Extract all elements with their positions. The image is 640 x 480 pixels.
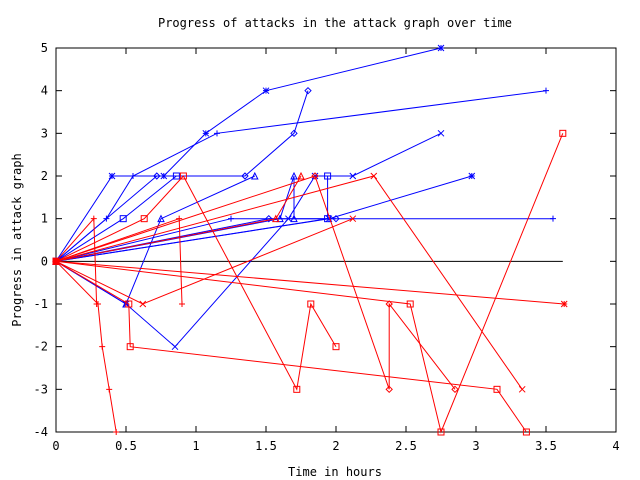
x-tick-label: 3 — [472, 439, 479, 453]
axes: 0 0.5 1 1.5 2 2.5 3 3.5 4 -4 -3 -2 -1 0 1 2 3 4 5 — [34, 41, 620, 453]
point-marker-triangle — [271, 214, 280, 223]
point-marker-diamond — [265, 214, 273, 223]
series-line — [55, 175, 456, 390]
point-marker-plus — [543, 87, 549, 94]
point-marker-diamond — [385, 300, 393, 308]
attack-series-red — [52, 129, 567, 436]
x-tick-label: 2 — [332, 439, 339, 453]
series-line — [55, 175, 302, 262]
point-marker-star — [108, 172, 116, 180]
point-marker-plus — [228, 215, 234, 222]
series-line — [55, 260, 565, 305]
point-marker-star — [560, 300, 568, 308]
point-marker-plus — [130, 173, 136, 179]
point-marker-square — [172, 172, 180, 180]
y-tick-label: 2 — [41, 169, 48, 183]
y-tick-label: 1 — [41, 212, 48, 226]
point-marker-x — [437, 129, 445, 137]
point-marker-square — [293, 385, 301, 393]
point-marker-square — [324, 172, 332, 180]
point-marker-star — [468, 172, 476, 180]
point-marker-plus — [550, 215, 556, 222]
series-line — [55, 260, 527, 433]
point-marker-triangle — [297, 171, 305, 180]
point-marker-diamond — [451, 385, 459, 394]
point-marker-x — [139, 300, 147, 308]
point-marker-diamond — [153, 172, 161, 180]
series-line — [55, 90, 309, 262]
attack-series-red — [52, 257, 530, 436]
y-tick-label: -1 — [34, 297, 48, 311]
point-marker-square — [125, 300, 133, 308]
point-marker-diamond — [304, 86, 312, 95]
y-axis-label: Progress in attack graph — [10, 153, 24, 326]
x-tick-label: 2.5 — [395, 439, 417, 453]
chart-title: Progress of attacks in the attack graph … — [158, 16, 512, 30]
point-marker-square — [126, 343, 134, 351]
x-tick-label: 4 — [612, 439, 619, 453]
point-marker-star — [437, 44, 445, 52]
point-marker-x — [349, 172, 357, 180]
x-axis-label: Time in hours — [288, 465, 382, 479]
point-marker-star — [262, 87, 270, 95]
point-marker-diamond — [332, 214, 340, 223]
series-line — [55, 175, 337, 391]
series-line — [55, 47, 442, 262]
point-marker-diamond — [241, 172, 249, 180]
point-marker-square — [522, 428, 530, 436]
series-line — [55, 133, 564, 434]
point-marker-triangle — [250, 171, 259, 180]
point-marker-square — [119, 215, 127, 223]
point-marker-plus — [176, 215, 183, 222]
point-marker-square — [406, 300, 414, 308]
point-marker-x — [370, 172, 378, 180]
y-tick-label: -2 — [34, 340, 48, 354]
x-tick-label: 1 — [192, 439, 199, 453]
x-tick-label: 0 — [52, 439, 59, 453]
y-tick-label: -3 — [34, 382, 48, 396]
point-marker-triangle — [290, 171, 298, 180]
y-tick-label: 3 — [41, 126, 48, 140]
point-marker-plus — [113, 429, 120, 435]
point-marker-x — [349, 215, 357, 223]
point-marker-plus — [179, 301, 185, 307]
y-tick-label: 5 — [41, 41, 48, 55]
point-marker-diamond — [311, 172, 319, 180]
y-tick-label: -4 — [34, 425, 48, 439]
series-line — [55, 175, 177, 262]
x-tick-label: 3.5 — [535, 439, 557, 453]
point-marker-star — [202, 129, 210, 137]
attack-series-red — [52, 215, 357, 308]
point-marker-square — [179, 172, 187, 180]
point-marker-square — [140, 215, 148, 223]
point-marker-plus — [106, 386, 113, 393]
point-marker-square — [52, 257, 60, 265]
point-marker-square — [307, 300, 315, 308]
series-layer — [52, 44, 568, 436]
point-marker-plus — [93, 301, 100, 307]
y-tick-label: 0 — [41, 254, 48, 268]
point-marker-diamond — [290, 129, 298, 138]
point-marker-square — [332, 343, 340, 351]
point-marker-x — [171, 343, 179, 351]
point-marker-square — [559, 129, 567, 137]
x-tick-label: 0.5 — [115, 439, 137, 453]
point-marker-x — [518, 385, 526, 393]
point-marker-plus — [90, 215, 97, 222]
point-marker-square — [437, 428, 445, 436]
y-tick-label: 4 — [41, 84, 48, 98]
x-tick-label: 1.5 — [255, 439, 277, 453]
point-marker-x — [52, 257, 60, 265]
attack-series-red — [52, 172, 459, 394]
point-marker-diamond — [385, 385, 393, 394]
point-marker-square — [493, 385, 501, 393]
point-marker-plus — [214, 130, 220, 137]
point-marker-triangle — [157, 214, 165, 223]
point-marker-plus — [99, 343, 106, 350]
